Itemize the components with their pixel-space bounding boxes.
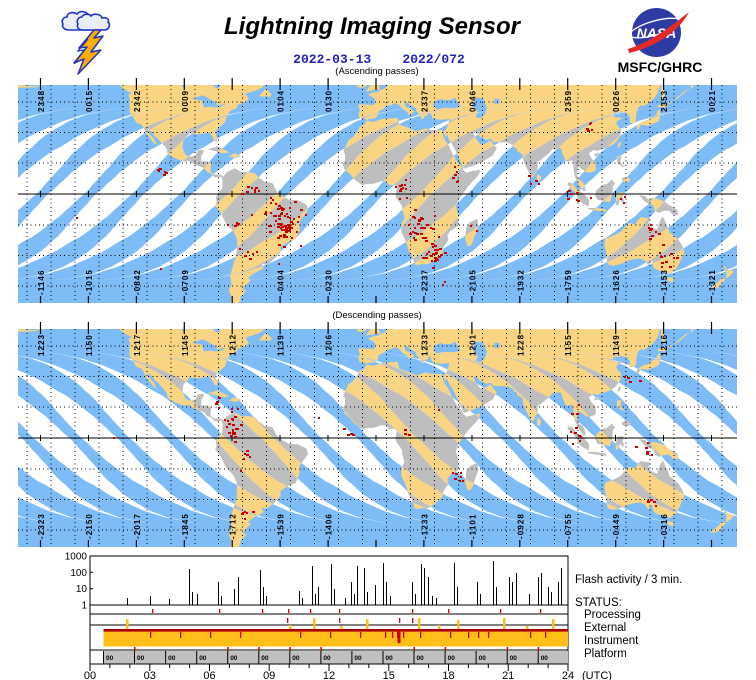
- svg-text:-0755: -0755: [564, 513, 573, 539]
- svg-text:-1712: -1712: [229, 513, 238, 539]
- svg-text:-0316: -0316: [660, 513, 669, 539]
- svg-text:06: 06: [203, 670, 215, 680]
- svg-text:12: 12: [323, 670, 335, 680]
- svg-text:00: 00: [168, 655, 176, 662]
- svg-text:00: 00: [386, 655, 394, 662]
- svg-text:09: 09: [263, 670, 275, 680]
- svg-text:-1845: -1845: [181, 513, 190, 539]
- svg-text:1233: 1233: [420, 334, 429, 356]
- svg-text:00: 00: [479, 655, 487, 662]
- svg-text:-1932: -1932: [516, 269, 525, 295]
- svg-text:External: External: [584, 622, 626, 634]
- svg-text:-0709: -0709: [181, 269, 190, 295]
- svg-text:2353: 2353: [660, 90, 669, 112]
- svg-text:1206: 1206: [325, 334, 334, 356]
- svg-text:18: 18: [442, 670, 454, 680]
- svg-text:STATUS:: STATUS:: [575, 597, 622, 609]
- svg-text:-1406: -1406: [325, 513, 334, 539]
- svg-text:-0449: -0449: [612, 513, 621, 539]
- svg-text:-2150: -2150: [85, 513, 94, 539]
- svg-text:00: 00: [84, 670, 96, 680]
- svg-text:-1101: -1101: [468, 513, 477, 539]
- svg-text:0104: 0104: [277, 90, 286, 112]
- svg-text:10: 10: [76, 584, 88, 595]
- svg-text:-1321: -1321: [708, 269, 717, 295]
- svg-text:-1146: -1146: [37, 269, 46, 295]
- svg-text:-1233: -1233: [420, 513, 429, 539]
- svg-text:-1626: -1626: [612, 269, 621, 295]
- svg-text:-2105: -2105: [468, 269, 477, 295]
- svg-text:00: 00: [199, 655, 207, 662]
- svg-text:-1539: -1539: [277, 513, 286, 539]
- svg-text:00: 00: [354, 655, 362, 662]
- svg-text:1228: 1228: [516, 334, 525, 356]
- svg-text:00: 00: [448, 655, 456, 662]
- svg-text:1: 1: [81, 601, 87, 612]
- svg-text:1145: 1145: [181, 334, 190, 356]
- svg-text:24: 24: [562, 670, 574, 680]
- svg-text:21: 21: [502, 670, 514, 680]
- svg-text:00: 00: [323, 655, 331, 662]
- svg-text:15: 15: [383, 670, 395, 680]
- svg-text:0026: 0026: [612, 90, 621, 112]
- svg-text:00: 00: [292, 655, 300, 662]
- svg-text:0021: 0021: [708, 90, 717, 112]
- svg-text:-0842: -0842: [133, 269, 142, 295]
- svg-text:1217: 1217: [133, 334, 142, 356]
- svg-text:Flash activity / 3 min.: Flash activity / 3 min.: [575, 574, 682, 586]
- svg-text:00: 00: [106, 655, 114, 662]
- svg-text:1223: 1223: [37, 334, 46, 356]
- svg-text:1216: 1216: [660, 334, 669, 356]
- svg-text:00: 00: [137, 655, 145, 662]
- svg-text:2348: 2348: [37, 90, 46, 112]
- svg-text:00: 00: [510, 655, 518, 662]
- svg-text:2342: 2342: [133, 90, 142, 112]
- svg-text:00: 00: [417, 655, 425, 662]
- svg-text:Instrument: Instrument: [584, 635, 639, 647]
- svg-text:0046: 0046: [468, 90, 477, 112]
- svg-text:0130: 0130: [325, 90, 334, 112]
- svg-text:100: 100: [70, 568, 87, 579]
- svg-text:-2017: -2017: [133, 513, 142, 539]
- svg-text:1000: 1000: [65, 552, 88, 563]
- svg-text:1155: 1155: [564, 334, 573, 356]
- svg-text:2359: 2359: [564, 90, 573, 112]
- svg-text:Processing: Processing: [584, 609, 641, 621]
- svg-text:00: 00: [261, 655, 269, 662]
- svg-text:0009: 0009: [181, 90, 190, 112]
- svg-text:1149: 1149: [612, 334, 621, 356]
- svg-text:-0928: -0928: [516, 513, 525, 539]
- svg-text:1201: 1201: [468, 334, 477, 356]
- svg-text:-1453: -1453: [660, 269, 669, 295]
- svg-text:-1015: -1015: [85, 269, 94, 295]
- svg-text:-2323: -2323: [37, 513, 46, 539]
- svg-text:-2237: -2237: [420, 269, 429, 295]
- svg-text:-0230: -0230: [325, 269, 334, 295]
- svg-text:Platform: Platform: [584, 648, 627, 660]
- svg-text:NASA: NASA: [637, 25, 677, 41]
- svg-text:1212: 1212: [229, 334, 238, 356]
- svg-text:1139: 1139: [277, 334, 286, 356]
- svg-text:-1759: -1759: [564, 269, 573, 295]
- svg-text:00: 00: [541, 655, 549, 662]
- svg-text:1150: 1150: [85, 334, 94, 356]
- svg-text:(UTC): (UTC): [582, 670, 612, 680]
- svg-text:2337: 2337: [420, 90, 429, 112]
- svg-text:00: 00: [230, 655, 238, 662]
- svg-text:0015: 0015: [85, 90, 94, 112]
- svg-text:03: 03: [144, 670, 156, 680]
- svg-text:-0404: -0404: [277, 269, 286, 295]
